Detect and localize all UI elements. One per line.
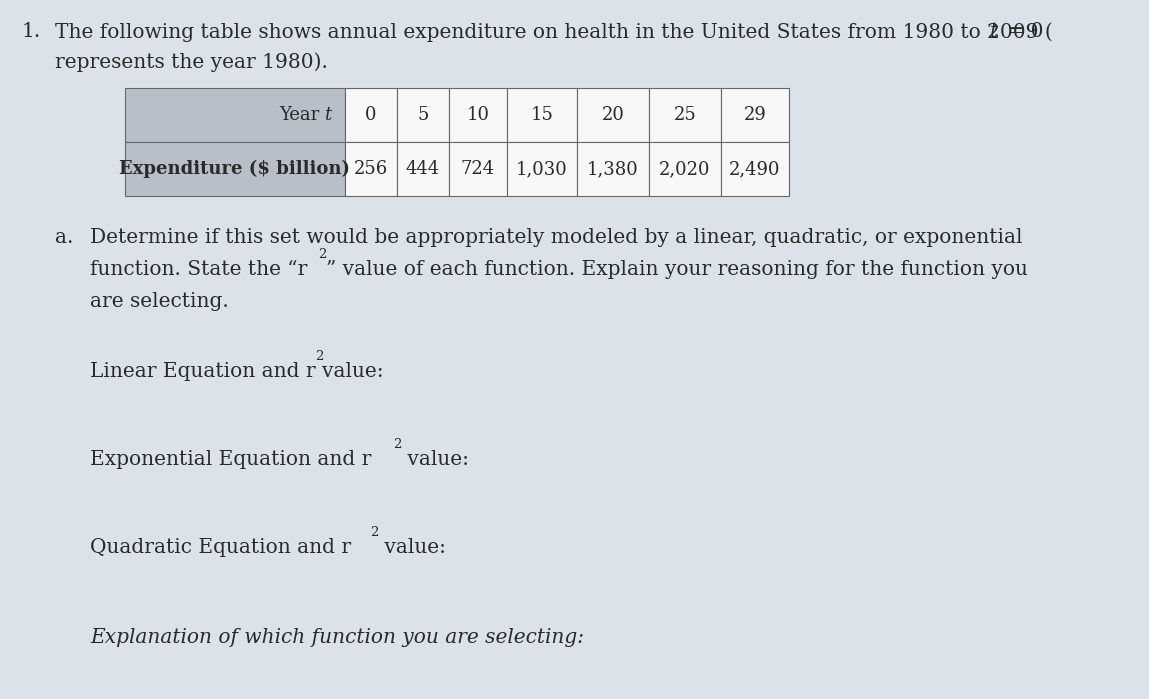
Text: 2,490: 2,490: [730, 160, 781, 178]
Text: 2: 2: [370, 526, 378, 539]
Text: 25: 25: [673, 106, 696, 124]
Text: 2: 2: [318, 248, 326, 261]
Text: 2: 2: [315, 350, 323, 363]
Text: Quadratic Equation and r: Quadratic Equation and r: [90, 538, 352, 557]
Text: The following table shows annual expenditure on health in the United States from: The following table shows annual expendi…: [55, 22, 1052, 42]
Text: 1,030: 1,030: [516, 160, 568, 178]
Text: 256: 256: [354, 160, 388, 178]
Text: value:: value:: [401, 450, 469, 469]
Text: Determine if this set would be appropriately modeled by a linear, quadratic, or : Determine if this set would be appropria…: [90, 228, 1023, 247]
Text: 29: 29: [743, 106, 766, 124]
Text: represents the year 1980).: represents the year 1980).: [55, 52, 327, 72]
Text: Year: Year: [279, 106, 325, 124]
Text: 5: 5: [417, 106, 429, 124]
Text: t: t: [990, 22, 998, 41]
Text: value:: value:: [322, 362, 384, 381]
Text: Exponential Equation and r: Exponential Equation and r: [90, 450, 371, 469]
Text: t: t: [324, 106, 331, 124]
Text: 20: 20: [602, 106, 624, 124]
Text: 724: 724: [461, 160, 495, 178]
Text: 15: 15: [531, 106, 554, 124]
Text: 1.: 1.: [22, 22, 41, 41]
Text: Expenditure ($ billion): Expenditure ($ billion): [119, 160, 350, 178]
Text: Linear Equation and r: Linear Equation and r: [90, 362, 316, 381]
Text: ” value of each function. Explain your reasoning for the function you: ” value of each function. Explain your r…: [326, 260, 1028, 279]
Text: 1,380: 1,380: [587, 160, 639, 178]
Text: Explanation of which function you are selecting:: Explanation of which function you are se…: [90, 628, 584, 647]
Text: value:: value:: [378, 538, 446, 557]
Text: 2: 2: [393, 438, 401, 451]
Text: = 0: = 0: [1001, 22, 1043, 41]
Text: 444: 444: [406, 160, 440, 178]
Text: a.: a.: [55, 228, 74, 247]
Text: 0: 0: [365, 106, 377, 124]
Text: are selecting.: are selecting.: [90, 292, 229, 311]
Text: function. State the “r: function. State the “r: [90, 260, 308, 279]
Text: 2,020: 2,020: [660, 160, 711, 178]
Text: 10: 10: [466, 106, 489, 124]
